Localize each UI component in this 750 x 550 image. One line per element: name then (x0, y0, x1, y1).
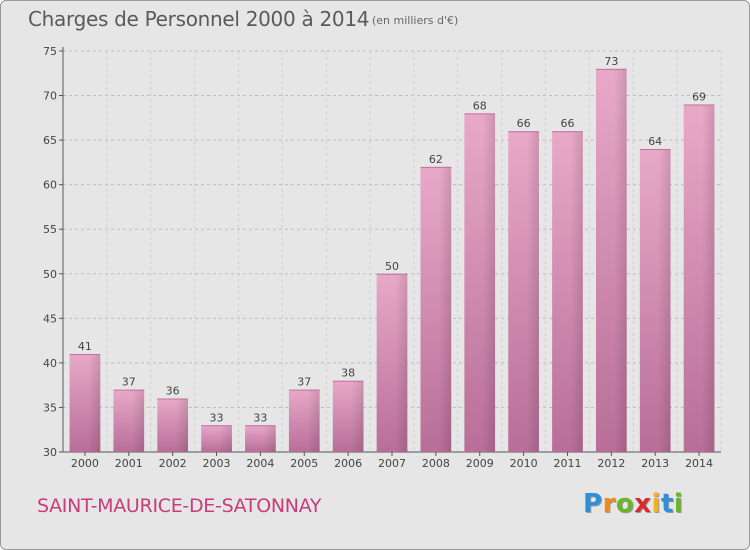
data-label: 68 (473, 99, 487, 112)
bar-shade (702, 104, 715, 452)
bar-shade (219, 425, 232, 452)
x-tick-label: 2001 (115, 457, 143, 470)
data-label: 66 (560, 117, 574, 130)
x-tick-label: 2014 (685, 457, 713, 470)
y-tick-label: 75 (43, 45, 57, 58)
bars (69, 68, 715, 453)
bar-shade (131, 389, 145, 452)
bar-shade (307, 389, 320, 452)
data-label: 66 (517, 117, 531, 130)
x-tick-label: 2009 (466, 457, 494, 470)
proxiti-logo: Proxiti (583, 489, 683, 519)
bar-shade (526, 131, 539, 452)
bar-shade (614, 68, 627, 453)
data-label: 41 (78, 340, 92, 353)
chart-subtitle: (en milliers d'€) (372, 14, 459, 27)
bar-shade (351, 380, 364, 452)
bar-shade (263, 425, 276, 452)
x-tick-label: 2011 (553, 457, 581, 470)
data-label: 37 (297, 376, 311, 389)
data-label: 64 (648, 135, 662, 148)
data-label: 69 (692, 90, 706, 103)
x-tick-label: 2002 (159, 457, 187, 470)
logo-letter: r (602, 489, 616, 519)
data-label: 62 (429, 153, 443, 166)
y-tick-label: 55 (43, 223, 57, 236)
y-tick-label: 40 (43, 357, 57, 370)
x-tick-label: 2010 (510, 457, 538, 470)
value-labels: 41 37 36 33 33 37 38 50 62 68 66 66 73 64 69 (78, 55, 706, 424)
chart-title: Charges de Personnel 2000 à 2014 (28, 7, 370, 31)
x-tick-label: 2012 (597, 457, 625, 470)
x-tick-label: 2007 (378, 457, 406, 470)
bar-shade (570, 131, 583, 452)
data-label: 36 (166, 385, 180, 398)
logo-letter: i (673, 489, 684, 519)
commune-name: SAINT-MAURICE-DE-SATONNAY (37, 495, 322, 517)
bar-shade (175, 398, 189, 452)
y-tick-label: 35 (43, 401, 57, 414)
x-tick-label: 2008 (422, 457, 450, 470)
logo-letter: t (660, 489, 674, 519)
bar-shade (482, 113, 496, 452)
bar-shade (88, 353, 101, 452)
x-tick-label: 2004 (246, 457, 274, 470)
x-tick-label: 2006 (334, 457, 362, 470)
bar-shade (658, 149, 671, 452)
y-tick-label: 45 (43, 312, 57, 325)
x-tick-label: 2013 (641, 457, 669, 470)
y-tick-label: 65 (43, 134, 57, 147)
x-tick-label: 2005 (290, 457, 318, 470)
y-tick-label: 60 (43, 179, 57, 192)
y-tick-label: 30 (43, 446, 57, 459)
y-tick-label: 70 (43, 90, 57, 103)
logo-letter: i (651, 489, 661, 519)
logo-letter: P (583, 489, 603, 519)
data-label: 38 (341, 367, 355, 380)
bar-shade (438, 166, 452, 452)
y-tick-label: 50 (43, 268, 57, 281)
data-label: 37 (122, 376, 136, 389)
x-tick-label: 2003 (203, 457, 231, 470)
bar-shade (395, 273, 408, 452)
data-label: 50 (385, 260, 399, 273)
data-label: 73 (604, 55, 618, 68)
logo-letter: o (615, 489, 635, 519)
data-label: 33 (253, 411, 267, 424)
logo-letter: x (634, 489, 652, 519)
x-tick-label: 2000 (71, 457, 99, 470)
data-label: 33 (210, 411, 224, 424)
